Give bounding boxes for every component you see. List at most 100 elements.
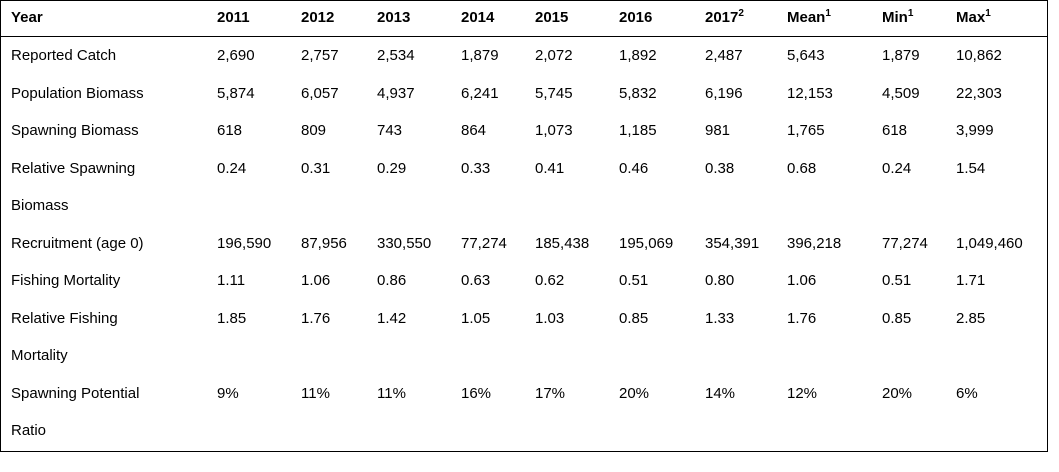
table-cell: 14% <box>705 384 736 402</box>
table-cell: 6% <box>956 384 978 402</box>
table-cell: 1,185 <box>619 122 657 139</box>
table-cell: 9% <box>217 384 239 402</box>
table-cell: 1.42 <box>377 309 407 327</box>
table-cell: 2,757 <box>301 47 339 64</box>
table-cell: 77,274 <box>882 234 928 252</box>
table-row: Reported Catch 2,690 2,757 2,534 1,879 2,072 1… <box>1 37 1047 75</box>
table-row: Spawning Biomass 618 809 743 864 1,073 1,185 98… <box>1 112 1047 150</box>
table-cell: 1.71 <box>956 272 986 289</box>
table-cell: 0.63 <box>461 272 491 289</box>
column-header: 2012 <box>291 0 367 37</box>
table-cell: 0.62 <box>535 272 565 289</box>
table-cell: 0.24 <box>217 159 247 177</box>
row-label: Spawning Potential Ratio <box>11 384 140 440</box>
table-cell: 1.85 <box>217 309 247 327</box>
table-cell: 6,241 <box>461 84 499 102</box>
table-cell: 2.85 <box>956 309 986 327</box>
column-header-text: Max <box>956 9 986 26</box>
table-cell: 1,892 <box>619 47 657 64</box>
column-header: Min1 <box>872 0 946 37</box>
table-cell: 1,073 <box>535 122 573 139</box>
table-cell: 618 <box>217 122 243 139</box>
footnote-marker: 1 <box>907 8 914 19</box>
column-header-text: Min <box>882 9 908 26</box>
table-cell: 6,057 <box>301 84 339 102</box>
column-header-text: 2013 <box>377 9 411 26</box>
table-row: Fishing Mortality 1.11 1.06 0.86 0.63 0.62 0.5… <box>1 262 1047 300</box>
table-cell: 5,832 <box>619 84 657 102</box>
table-frame <box>0 0 1048 452</box>
table-row: Relative Fishing Mortality 1.85 1.76 1.42 1.0… <box>1 300 1047 375</box>
table-cell: 2,690 <box>217 47 255 64</box>
table-cell: 0.41 <box>535 159 565 177</box>
table-cell: 12% <box>787 384 818 402</box>
table-cell: 1.03 <box>535 309 565 327</box>
table-cell: 10,862 <box>956 47 1002 64</box>
table-cell: 0.46 <box>619 159 649 177</box>
table-cell: 1,049,460 <box>956 234 1023 252</box>
table-cell: 0.31 <box>301 159 331 177</box>
column-header-text: 2011 <box>217 9 250 26</box>
table-cell: 4,937 <box>377 84 415 102</box>
column-header: 20172 <box>695 0 777 37</box>
row-label: Relative Fishing Mortality <box>11 309 118 365</box>
table-cell: 809 <box>301 122 327 139</box>
table-cell: 1,879 <box>882 47 920 64</box>
table-row: Spawning Potential Ratio 9% 11% 11% 16% 17% 20%… <box>1 375 1047 450</box>
table-cell: 5,745 <box>535 84 573 102</box>
table-cell: 20% <box>882 384 913 402</box>
table-row: Recruitment (age 0) 196,590 87,956 330,550 7… <box>1 225 1047 263</box>
column-header-text: Mean <box>787 9 826 26</box>
table-cell: 87,956 <box>301 234 347 252</box>
table-cell: 0.86 <box>377 272 407 289</box>
column-header: 2013 <box>367 0 451 37</box>
table-cell: 981 <box>705 122 731 139</box>
column-header: Mean1 <box>777 0 872 37</box>
table-cell: 16% <box>461 384 492 402</box>
table-cell: 1.11 <box>217 272 246 289</box>
column-header: 2015 <box>525 0 609 37</box>
table-cell: 0.24 <box>882 159 912 177</box>
table-cell: 5,643 <box>787 47 825 64</box>
column-header-text: 2015 <box>535 9 569 26</box>
table-cell: 354,391 <box>705 234 760 252</box>
column-header: 2014 <box>451 0 525 37</box>
column-header: 2016 <box>609 0 695 37</box>
stock-assessment-table: Year 2011 2012 2013 2014 2015 2016 20172 Mean1 Mi… <box>1 0 1047 450</box>
table-cell: 0.51 <box>882 272 912 289</box>
table-cell: 618 <box>882 122 908 139</box>
table-cell: 0.51 <box>619 272 649 289</box>
table-cell: 196,590 <box>217 234 272 252</box>
column-header: Year <box>1 0 207 37</box>
table-cell: 0.68 <box>787 159 817 177</box>
table-body: Reported Catch 2,690 2,757 2,534 1,879 2,072 1… <box>1 37 1047 450</box>
table-cell: 0.29 <box>377 159 407 177</box>
footnote-marker: 2 <box>738 8 744 19</box>
table-cell: 330,550 <box>377 234 432 252</box>
table-cell: 1,765 <box>787 122 825 139</box>
table-cell: 1.06 <box>787 272 817 289</box>
table-cell: 11% <box>377 384 406 402</box>
table-cell: 185,438 <box>535 234 590 252</box>
column-header-text: 2012 <box>301 9 335 26</box>
table-cell: 0.33 <box>461 159 491 177</box>
table-cell: 22,303 <box>956 84 1002 102</box>
table-cell: 6,196 <box>705 84 743 102</box>
row-label: Spawning Biomass <box>11 122 139 139</box>
column-header-text: 2016 <box>619 9 653 26</box>
table-cell: 1.76 <box>787 309 817 327</box>
table-cell: 0.38 <box>705 159 735 177</box>
table-cell: 1.33 <box>705 309 735 327</box>
table-row: Relative Spawning Biomass 0.24 0.31 0.29 0.33… <box>1 150 1047 225</box>
table-cell: 17% <box>535 384 566 402</box>
table-cell: 1.05 <box>461 309 491 327</box>
table-cell: 195,069 <box>619 234 674 252</box>
row-label: Relative Spawning Biomass <box>11 159 136 215</box>
table-cell: 1.76 <box>301 309 331 327</box>
table-cell: 0.85 <box>882 309 912 327</box>
footnote-marker: 1 <box>825 8 831 19</box>
table-row: Population Biomass 5,874 6,057 4,937 6,241 5,… <box>1 75 1047 113</box>
table-cell: 864 <box>461 122 487 139</box>
table-cell: 2,487 <box>705 47 743 64</box>
table-cell: 11% <box>301 384 330 402</box>
